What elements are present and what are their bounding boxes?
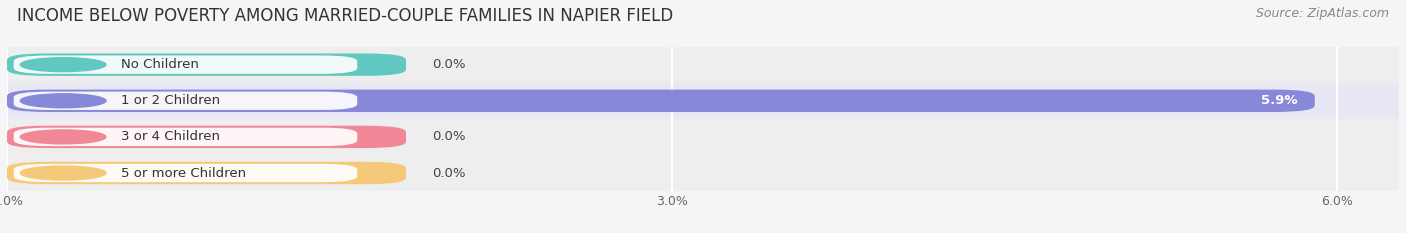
Bar [7,83,1399,119]
Text: 0.0%: 0.0% [433,130,467,143]
FancyBboxPatch shape [7,53,406,76]
FancyBboxPatch shape [7,126,406,148]
Text: 0.0%: 0.0% [433,167,467,179]
Circle shape [20,94,105,108]
Text: Source: ZipAtlas.com: Source: ZipAtlas.com [1256,7,1389,20]
Text: 5 or more Children: 5 or more Children [121,167,246,179]
FancyBboxPatch shape [7,89,1315,112]
FancyBboxPatch shape [14,128,357,146]
Bar [7,47,1399,83]
Text: 5.9%: 5.9% [1261,94,1296,107]
Bar [7,155,1399,191]
FancyBboxPatch shape [14,164,357,182]
Circle shape [20,166,105,180]
FancyBboxPatch shape [7,162,406,184]
Text: 0.0%: 0.0% [433,58,467,71]
Text: INCOME BELOW POVERTY AMONG MARRIED-COUPLE FAMILIES IN NAPIER FIELD: INCOME BELOW POVERTY AMONG MARRIED-COUPL… [17,7,673,25]
FancyBboxPatch shape [14,55,357,74]
Bar [7,119,1399,155]
Circle shape [20,58,105,72]
Circle shape [20,130,105,144]
Text: 3 or 4 Children: 3 or 4 Children [121,130,221,143]
FancyBboxPatch shape [14,92,357,110]
Text: 1 or 2 Children: 1 or 2 Children [121,94,221,107]
Text: No Children: No Children [121,58,200,71]
